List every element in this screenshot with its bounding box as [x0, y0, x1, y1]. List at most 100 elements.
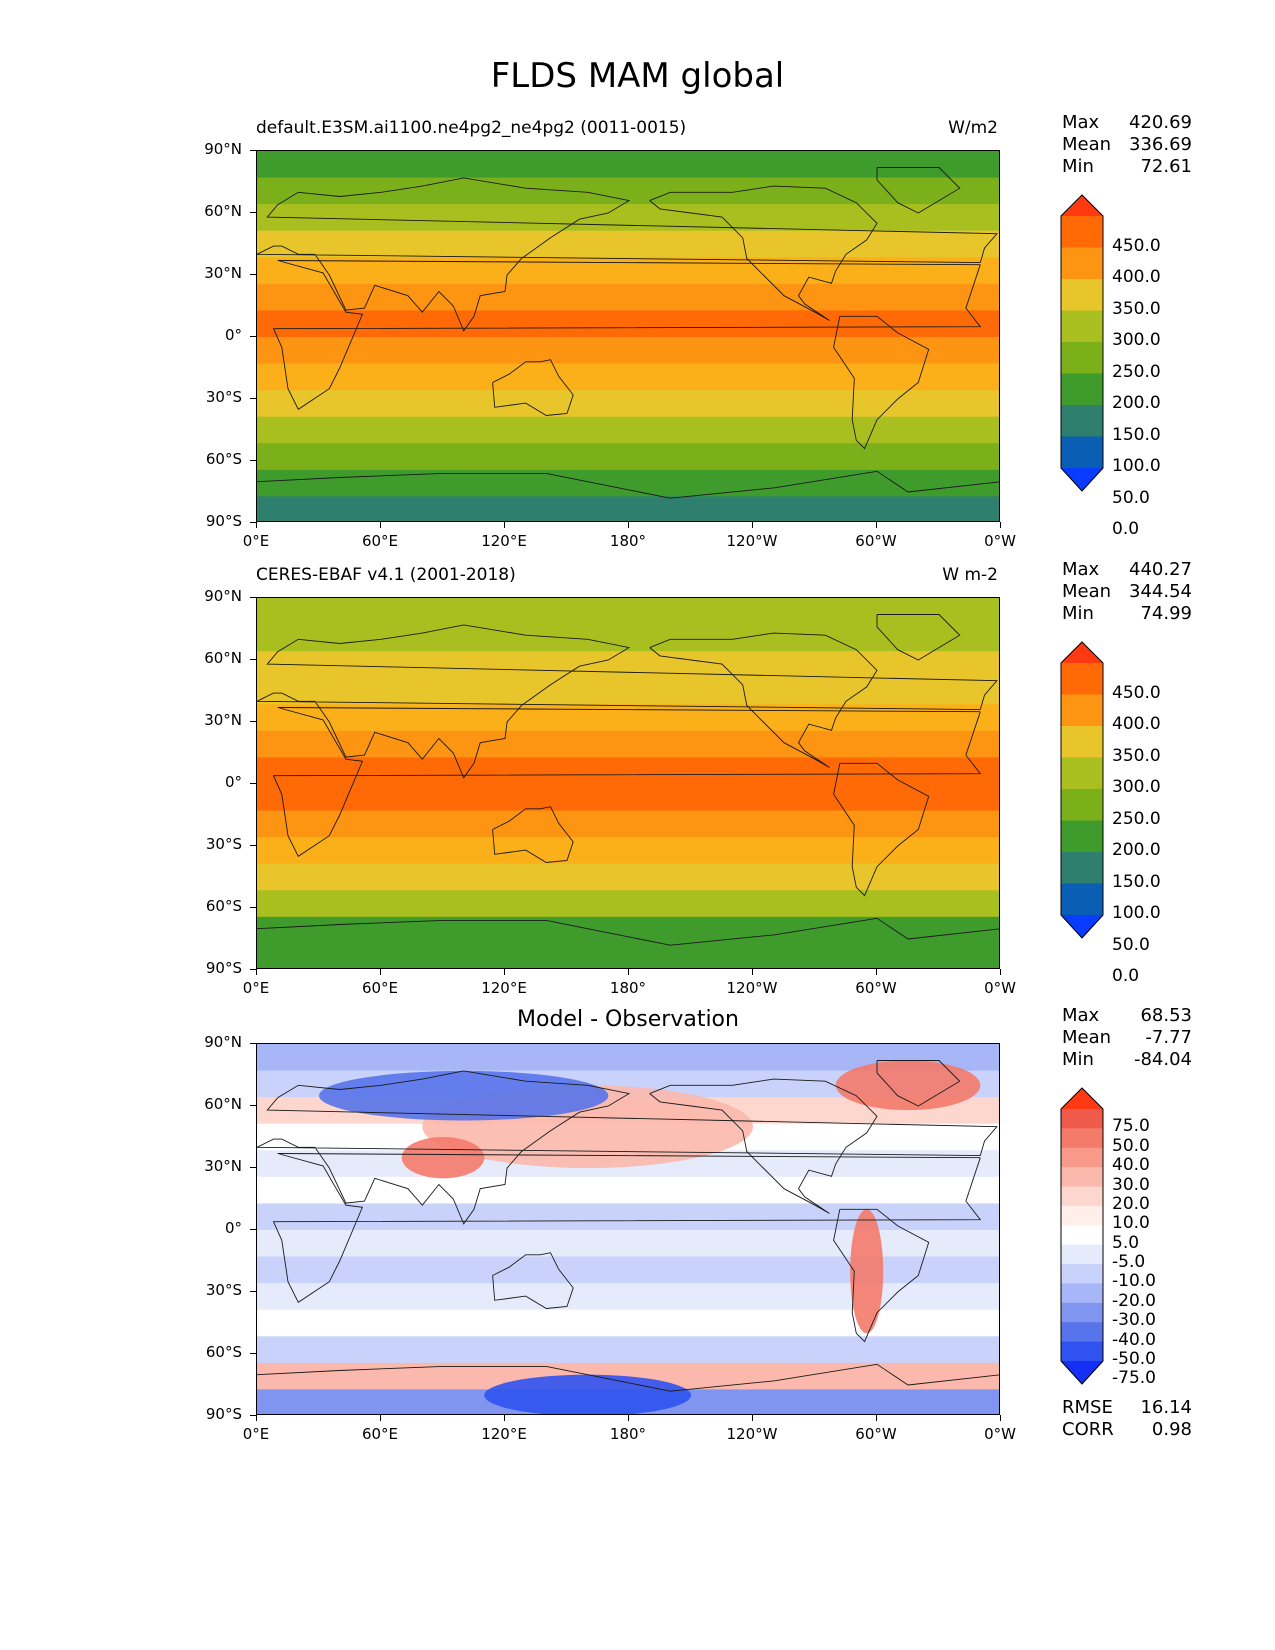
lon-tick-label: 0°E [242, 979, 270, 997]
colorbar-segment [1061, 789, 1103, 822]
coastline [876, 614, 961, 661]
stat-label: RMSE [1062, 1397, 1113, 1418]
stat-row: Max 440.27 [1062, 559, 1192, 581]
lon-tick-label: 120°W [726, 532, 778, 550]
lon-tick [752, 1415, 753, 1421]
lon-tick-label: 0°W [984, 1425, 1016, 1443]
stat-value: 74.99 [1140, 603, 1192, 624]
colorbar-segment [1061, 1341, 1103, 1362]
lat-band [257, 496, 999, 521]
colorbar-label: -20.0 [1112, 1290, 1156, 1311]
lon-tick-label: 0°E [242, 1425, 270, 1443]
panel-units: W m-2 [942, 565, 998, 585]
lon-tick [876, 522, 877, 528]
colorbar-label: 250.0 [1112, 361, 1161, 382]
coastline [649, 632, 878, 768]
colorbar-segment [1061, 726, 1103, 759]
stat-value: 420.69 [1129, 112, 1192, 133]
colorbar-label: 50.0 [1112, 1135, 1150, 1156]
coastline [649, 185, 878, 321]
colorbar-segment [1061, 436, 1103, 469]
lat-tick [250, 1291, 256, 1292]
lat-band [257, 784, 999, 812]
stats-box: Max 420.69 Mean 336.69 Min 72.61 [1062, 112, 1192, 178]
colorbar-segment [1061, 1128, 1103, 1149]
stat-row: Mean 344.54 [1062, 581, 1192, 603]
lon-tick-label: 120°E [481, 979, 527, 997]
lat-tick-label: 90°N [204, 140, 242, 158]
lon-tick [380, 969, 381, 975]
colorbar-label: 150.0 [1112, 424, 1161, 445]
coastline [257, 624, 998, 779]
colorbar-extend-max [1061, 195, 1103, 216]
lat-band [257, 863, 999, 892]
lat-tick-label: 60°S [205, 1343, 242, 1361]
colorbar-segment [1061, 1186, 1103, 1207]
lon-tick-label: 120°W [726, 1425, 778, 1443]
stats-box: Max 68.53 Mean -7.77 Min -84.04 [1062, 1005, 1192, 1071]
lat-tick-label: 30°N [204, 711, 242, 729]
lat-tick [250, 1105, 256, 1106]
colorbar-segment [1061, 1244, 1103, 1265]
coastline [876, 167, 961, 214]
colorbar-segment [1061, 342, 1103, 375]
colorbar-label: 150.0 [1112, 871, 1161, 892]
lon-tick [628, 969, 629, 975]
lat-band [257, 704, 999, 732]
coastline [492, 1252, 574, 1309]
lat-tick [250, 336, 256, 337]
colorbar-label: 5.0 [1112, 1232, 1140, 1253]
lon-tick [256, 522, 257, 528]
colorbar-label: 450.0 [1112, 682, 1161, 703]
lat-tick [250, 1353, 256, 1354]
lat-tick [250, 597, 256, 598]
lon-tick-label: 180° [609, 532, 647, 550]
lat-tick [250, 1043, 256, 1044]
lat-tick-label: 90°N [204, 587, 242, 605]
colorbar-segment [1061, 694, 1103, 727]
colorbar-segment [1061, 1167, 1103, 1188]
lat-tick [250, 845, 256, 846]
stat-row: Min 72.61 [1062, 156, 1192, 178]
lat-band [257, 598, 999, 626]
lon-tick-label: 180° [609, 979, 647, 997]
stat-label: Min [1062, 1049, 1094, 1070]
stat-row: Min -84.04 [1062, 1049, 1192, 1071]
lon-tick [876, 1415, 877, 1421]
lat-band [257, 416, 999, 445]
colorbar-segment [1061, 1205, 1103, 1226]
coastline [649, 1078, 878, 1214]
lat-tick-label: 0° [224, 326, 242, 344]
stat-value: 344.54 [1129, 581, 1192, 602]
map-svg [257, 151, 999, 521]
stat-label: Max [1062, 112, 1100, 133]
coastline [257, 917, 999, 946]
lon-tick [504, 1415, 505, 1421]
coastline [257, 470, 999, 499]
lon-tick-label: 0°W [984, 532, 1016, 550]
colorbar [1060, 194, 1104, 492]
anomaly-region [484, 1374, 691, 1414]
colorbar-label: 50.0 [1112, 934, 1150, 955]
lat-tick-label: 60°S [205, 897, 242, 915]
colorbar-extend-min [1061, 468, 1103, 491]
stat-value: -7.77 [1145, 1027, 1192, 1048]
lat-band [257, 257, 999, 285]
figure-title: FLDS MAM global [490, 56, 785, 96]
lon-tick [256, 969, 257, 975]
coastline [257, 1070, 998, 1225]
colorbar-segment [1061, 405, 1103, 438]
lat-tick-label: 90°S [205, 1405, 242, 1423]
lat-band [257, 363, 999, 392]
lon-tick [256, 1415, 257, 1421]
lat-band [257, 283, 999, 312]
colorbar-segment [1061, 1264, 1103, 1285]
lon-tick-label: 180° [609, 1425, 647, 1443]
colorbar-outline [1060, 194, 1104, 492]
colorbar-segment [1061, 852, 1103, 885]
panel-units: W/m2 [948, 118, 998, 138]
colorbar-segment [1061, 1147, 1103, 1168]
lat-band [257, 757, 999, 785]
colorbar-label: 200.0 [1112, 393, 1161, 413]
lat-band [257, 204, 999, 232]
